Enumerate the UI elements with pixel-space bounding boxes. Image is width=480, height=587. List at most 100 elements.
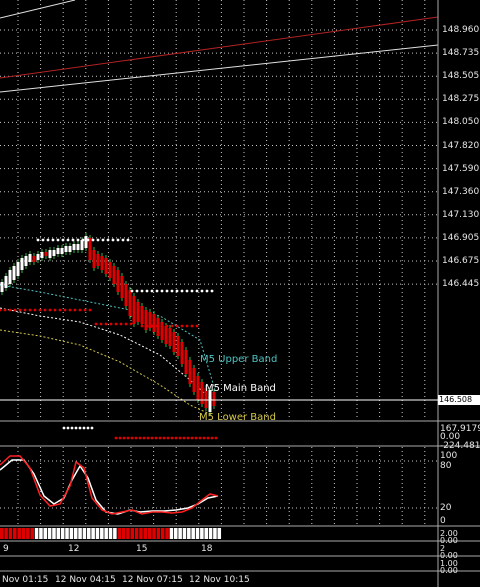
histogram-bar bbox=[213, 528, 217, 539]
histogram-bar bbox=[82, 528, 87, 539]
indicator-dot bbox=[174, 436, 178, 440]
candle-body bbox=[136, 302, 140, 322]
histogram-bar bbox=[17, 528, 21, 539]
histogram-bar bbox=[160, 528, 165, 539]
support-dot bbox=[73, 308, 77, 312]
candle-body bbox=[112, 266, 116, 284]
resistance-dot bbox=[66, 238, 70, 242]
support-dot bbox=[83, 308, 87, 312]
indicator-dot bbox=[114, 436, 118, 440]
histogram-bar bbox=[56, 528, 61, 539]
resistance-dot bbox=[61, 238, 65, 242]
candle-body bbox=[164, 326, 168, 344]
support-dot bbox=[114, 322, 118, 326]
candle-body bbox=[168, 328, 172, 346]
resistance-dot bbox=[51, 238, 55, 242]
histogram-bar bbox=[126, 528, 130, 539]
candle-body bbox=[176, 336, 180, 356]
resistance-dot bbox=[36, 238, 40, 242]
histogram-bar bbox=[91, 528, 95, 539]
resistance-dot bbox=[76, 238, 80, 242]
resistance-dot bbox=[81, 238, 85, 242]
indicator-dot bbox=[126, 436, 130, 440]
resistance-dot bbox=[205, 289, 209, 293]
histogram-bar bbox=[104, 528, 108, 539]
price-tick: 146.905 bbox=[442, 232, 480, 243]
support-dot bbox=[3, 308, 7, 312]
candle-body bbox=[60, 248, 64, 254]
indicator-dot bbox=[210, 436, 214, 440]
histogram-bar bbox=[95, 528, 100, 539]
candle-body bbox=[132, 296, 136, 324]
time-axis-label: Nov 01:15 bbox=[2, 575, 49, 585]
support-dot bbox=[88, 308, 92, 312]
support-dot bbox=[58, 308, 62, 312]
histogram-bar bbox=[21, 528, 26, 539]
support-dot bbox=[0, 308, 2, 312]
resistance-dot bbox=[46, 238, 50, 242]
support-dot bbox=[150, 324, 154, 328]
resistance-dot bbox=[180, 289, 184, 293]
stochastic-lines bbox=[0, 455, 219, 515]
price-tick: 146.445 bbox=[442, 279, 480, 290]
lower-band-line bbox=[0, 329, 213, 416]
candle-body bbox=[188, 360, 192, 384]
support-dot bbox=[28, 308, 32, 312]
indicator-1-tick: 0.00 bbox=[440, 432, 461, 442]
trend-lines[interactable] bbox=[0, 0, 439, 93]
candle-body bbox=[152, 314, 156, 332]
resistance-dot bbox=[140, 289, 144, 293]
price-tick: 147.590 bbox=[442, 163, 480, 174]
resistance-dot bbox=[190, 289, 194, 293]
support-dot bbox=[8, 308, 12, 312]
price-tick: 147.360 bbox=[442, 186, 480, 197]
resistance-dot bbox=[210, 289, 214, 293]
time-axis-label: 12 Nov 10:15 bbox=[189, 575, 250, 585]
candle-body bbox=[20, 258, 24, 270]
support-dot bbox=[48, 308, 52, 312]
indicator-dot bbox=[86, 426, 90, 430]
histogram-bar bbox=[139, 528, 143, 539]
resistance-dot bbox=[155, 289, 159, 293]
stochastic-tick: 80 bbox=[440, 461, 452, 471]
candle-body bbox=[76, 244, 80, 250]
indicator-dot bbox=[150, 436, 154, 440]
candle-body bbox=[36, 254, 40, 260]
window-4-tick: 0.00 bbox=[440, 551, 458, 560]
window-5-tick: 0.00 bbox=[440, 566, 458, 575]
trendline-lower-white bbox=[0, 44, 439, 93]
resistance-dot bbox=[86, 238, 90, 242]
indicator-dot bbox=[78, 426, 82, 430]
candle-body bbox=[172, 332, 176, 352]
candle-body bbox=[28, 254, 32, 262]
indicator-dot bbox=[162, 436, 166, 440]
candle-body bbox=[108, 262, 112, 278]
price-tick: 147.130 bbox=[442, 209, 480, 220]
resistance-dot bbox=[200, 289, 204, 293]
histogram-bar bbox=[147, 528, 152, 539]
indicator-dot bbox=[122, 436, 126, 440]
indicator-dot bbox=[186, 436, 190, 440]
stochastic-tick: 20 bbox=[440, 503, 452, 513]
indicator-dot bbox=[74, 426, 78, 430]
candle-body bbox=[32, 256, 36, 262]
histogram-bar bbox=[182, 528, 187, 539]
histogram-bar bbox=[43, 528, 48, 539]
support-dot bbox=[195, 324, 199, 328]
candle-body bbox=[160, 322, 164, 340]
price-tick: 146.675 bbox=[442, 256, 480, 266]
support-dot bbox=[13, 308, 17, 312]
stochastic-tick: 0 bbox=[440, 516, 446, 526]
resistance-dot bbox=[116, 238, 120, 242]
resistance-dot bbox=[111, 238, 115, 242]
support-dot bbox=[78, 308, 82, 312]
price-tick: 148.960 bbox=[442, 25, 480, 35]
support-dot bbox=[68, 308, 72, 312]
indicator-dot bbox=[90, 426, 94, 430]
histogram-bar bbox=[13, 528, 17, 539]
indicator-dot bbox=[170, 436, 174, 440]
indicator-dot bbox=[194, 436, 198, 440]
support-dot bbox=[170, 324, 174, 328]
support-dot bbox=[155, 324, 159, 328]
